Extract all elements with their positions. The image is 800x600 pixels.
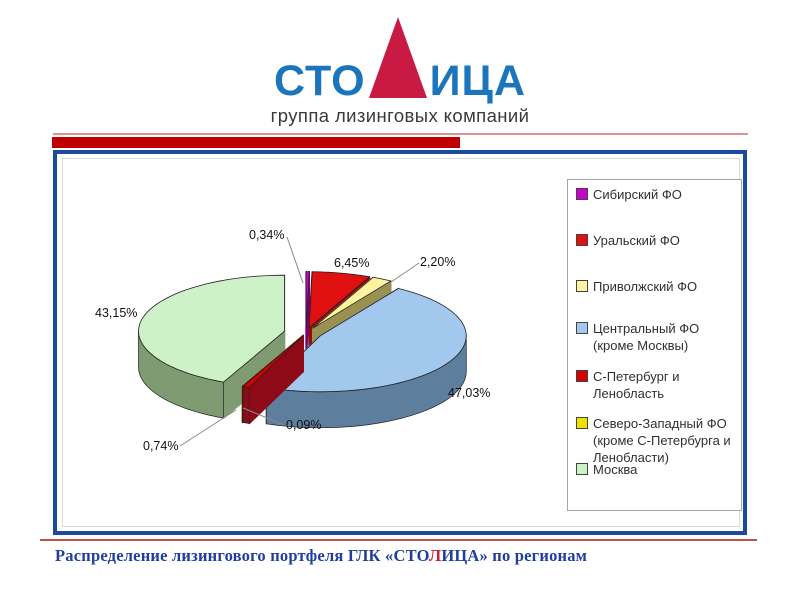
legend-label: Приволжский ФО: [593, 279, 698, 294]
legend-label: Северо-Западный ФО (кроме С-Петербурга и…: [593, 416, 731, 466]
legend-label: С-Петербург и Ленобласть: [593, 369, 680, 402]
logo-text-sto: СТО: [274, 57, 366, 106]
legend-label: Центральный ФО (кроме Москвы): [593, 321, 700, 354]
pie-value-label: 0,09%: [286, 418, 322, 432]
pie-value-labels: 0,34% 6,45% 2,20% 47,03% 0,74% 0,09% 43,15%: [63, 159, 739, 526]
legend-swatch-icon: [576, 234, 588, 246]
legend-item: С-Петербург и Ленобласть: [576, 368, 736, 402]
legend-swatch-icon: [576, 280, 588, 292]
legend-item: Приволжский ФО: [576, 278, 736, 295]
red-accent-bar: [52, 137, 460, 148]
logo-text-itsa: ИЦА: [429, 57, 526, 106]
legend-item: Москва: [576, 461, 736, 478]
caption-red-letter: Л: [428, 546, 442, 565]
bottom-divider: [40, 539, 757, 541]
logo-letter-l-triangle-icon: Л: [368, 17, 427, 98]
top-thin-divider: [53, 133, 748, 135]
legend-swatch-icon: [576, 417, 588, 429]
legend-swatch-icon: [576, 370, 588, 382]
legend-item: Сибирский ФО: [576, 186, 736, 203]
legend-label: Сибирский ФО: [593, 187, 682, 202]
pie-value-label: 0,74%: [143, 439, 179, 453]
logo-tagline: группа лизинговых компаний: [270, 105, 530, 126]
caption-text-right: ИЦА» по регионам: [441, 546, 588, 565]
chart-panel: 0,34% 6,45% 2,20% 47,03% 0,74% 0,09% 43,15% Си…: [53, 150, 747, 535]
legend-item: Уральский ФО: [576, 232, 736, 249]
pie-chart: [138, 236, 467, 447]
pie-value-label: 47,03%: [448, 386, 491, 400]
legend-item: Центральный ФО (кроме Москвы): [576, 320, 736, 354]
slide-caption: Распределение лизингового портфеля ГЛК «…: [55, 546, 587, 566]
pie-value-label: 43,15%: [95, 306, 138, 320]
pie-value-label: 6,45%: [334, 256, 370, 270]
logo: СТО Л ИЦА группа лизинговых компаний: [0, 14, 800, 127]
legend-item: Северо-Западный ФО (кроме С-Петербурга и…: [576, 415, 736, 466]
chart-area: 0,34% 6,45% 2,20% 47,03% 0,74% 0,09% 43,15% Си…: [62, 158, 742, 527]
logo-wordmark: СТО Л ИЦА: [274, 14, 526, 106]
legend-label: Москва: [593, 462, 638, 477]
caption-text-left: Распределение лизингового портфеля ГЛК «…: [55, 546, 429, 565]
pie-value-label: 2,20%: [420, 255, 456, 269]
legend-swatch-icon: [576, 322, 588, 334]
legend-swatch-icon: [576, 188, 588, 200]
legend-swatch-icon: [576, 463, 588, 475]
chart-legend: Сибирский ФО Уральский ФО Приволжский ФО Це…: [567, 179, 742, 511]
pie-value-label: 0,34%: [249, 228, 285, 242]
legend-label: Уральский ФО: [593, 233, 680, 248]
